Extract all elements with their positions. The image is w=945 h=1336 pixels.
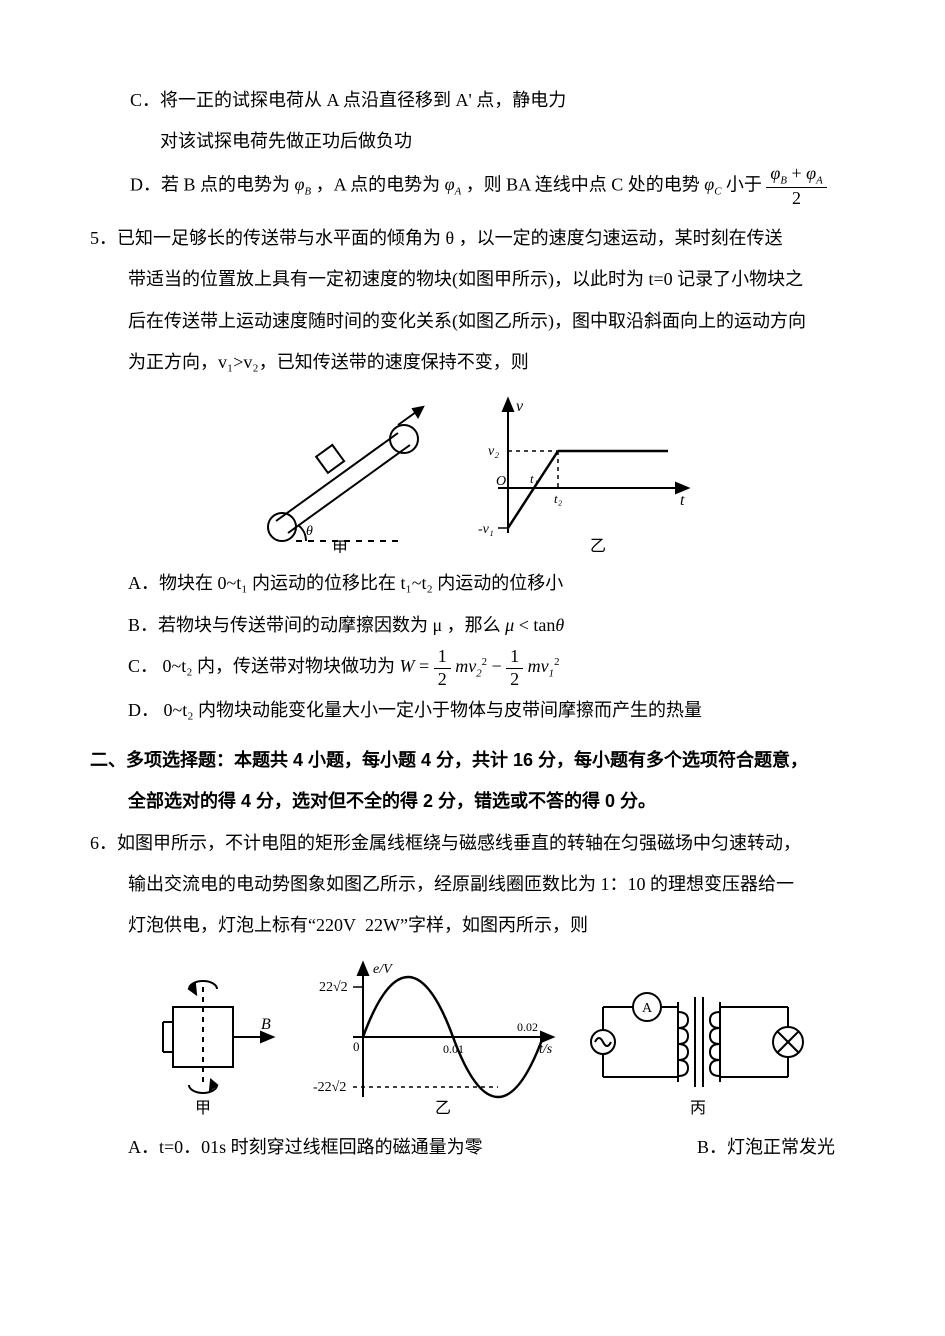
svg-text:乙: 乙 (589, 538, 605, 553)
vt-graph-icon: v t v₂ -v₁ O t₁ t₂ 乙 (468, 393, 698, 553)
q6-stem-line1: 6．如图甲所示，不计电阻的矩形金属线框绕与磁感线垂直的转轴在匀强磁场中匀速转动， (90, 823, 855, 864)
phi-c: φC (704, 174, 721, 194)
svg-text:B: B (261, 1016, 271, 1033)
svg-text:v: v (516, 398, 524, 415)
q5-option-d: D． 0~t₂ 内物块动能变化量大小一定小于物体与皮带间摩擦而产生的热量 (90, 690, 855, 731)
q5-stem-line2: 带适当的位置放上具有一定初速度的物块(如图甲所示)，以此时为 t=0 记录了小物… (90, 259, 855, 300)
q5-figure-row: θ 甲 (90, 393, 855, 553)
q6-number: 6． (90, 833, 117, 853)
q4d-fraction: φB + φA 2 (766, 163, 826, 210)
svg-text:0.01: 0.01 (443, 1042, 464, 1056)
q6-fig-right: A 丙 (583, 967, 813, 1117)
q5-option-a: A．物块在 0~t₁ 内运动的位移比在 t₁~t₂ 内运动的位移小 (90, 563, 855, 604)
q5-fig-left: θ 甲 (248, 403, 438, 553)
q4-option-d: D．若 B 点的电势为 φB ，A 点的电势为 φA ，则 BA 连线中点 C … (90, 163, 855, 210)
conveyor-diagram-icon: θ 甲 (248, 403, 438, 553)
phi-b: φB (295, 174, 312, 194)
q6-option-a: A．t=0．01s 时刻穿过线框回路的磁通量为零 (128, 1127, 483, 1168)
svg-text:t: t (680, 492, 685, 509)
svg-text:t₁: t₁ (530, 471, 538, 486)
q5-stem-line4: 为正方向，v₁>v₂，已知传送带的速度保持不变，则 (90, 342, 855, 383)
q4-option-c-line2: 对该试探电荷先做正功后做负功 (90, 121, 855, 162)
q4d-mid2: ，则 BA 连线中点 C 处的电势 (466, 174, 705, 194)
q6-figure-row: B 甲 e/V t/s (90, 957, 855, 1117)
q6-options-row: A．t=0．01s 时刻穿过线框回路的磁通量为零 B．灯泡正常发光 (90, 1127, 855, 1168)
q4-option-c-line1: C．将一正的试探电荷从 A 点沿直径移到 A' 点，静电力 (90, 80, 855, 121)
q5-stem-line3: 后在传送带上运动速度随时间的变化关系(如图乙所示)，图中取沿斜面向上的运动方向 (90, 301, 855, 342)
svg-text:22√2: 22√2 (319, 980, 348, 995)
svg-text:A: A (641, 1001, 652, 1016)
q6-stem-line2: 输出交流电的电动势图象如图乙所示，经原副线圈匝数比为 1：10 的理想变压器给一 (90, 864, 855, 905)
q6-fig-left: B 甲 (133, 967, 283, 1117)
svg-text:甲: 甲 (331, 540, 347, 553)
q4d-mid1: ，A 点的电势为 (316, 174, 445, 194)
q6-fig-mid: e/V t/s 22√2 -22√2 0 0.01 0.02 乙 (303, 957, 563, 1117)
page: C．将一正的试探电荷从 A 点沿直径移到 A' 点，静电力 对该试探电荷先做正功… (0, 0, 945, 1336)
q5-fig-right: v t v₂ -v₁ O t₁ t₂ 乙 (468, 393, 698, 553)
svg-text:0: 0 (353, 1039, 360, 1054)
q5-option-c: C． 0~t₂ 内，传送带对物块做功为 W = 12 mv22 − 12 mv1… (90, 646, 855, 690)
rotating-frame-icon: B 甲 (133, 967, 283, 1117)
q6-stem-line3: 灯泡供电，灯泡上标有“220V 22W”字样，如图丙所示，则 (90, 905, 855, 946)
emf-sine-graph-icon: e/V t/s 22√2 -22√2 0 0.01 0.02 乙 (303, 957, 563, 1117)
svg-text:-22√2: -22√2 (313, 1080, 346, 1095)
svg-text:O: O (496, 474, 506, 489)
svg-text:乙: 乙 (434, 1100, 450, 1117)
svg-text:t₂: t₂ (554, 491, 563, 506)
section2-head-line1: 二、多项选择题：本题共 4 小题，每小题 4 分，共计 16 分，每小题有多个选… (90, 740, 855, 781)
q6-option-b: B．灯泡正常发光 (697, 1127, 855, 1168)
svg-text:t/s: t/s (539, 1042, 553, 1057)
q4d-mid3: 小于 (726, 174, 767, 194)
svg-text:θ: θ (306, 524, 313, 539)
q4d-pre: D．若 B 点的电势为 (130, 174, 295, 194)
q5-option-b: B．若物块与传送带间的动摩擦因数为 μ ，那么 μ < tanθ (90, 605, 855, 646)
q5-stem-line1: 5．已知一足够长的传送带与水平面的倾角为 θ ，以一定的速度匀速运动，某时刻在传… (90, 218, 855, 259)
phi-a: φA (445, 174, 462, 194)
transformer-circuit-icon: A 丙 (583, 967, 813, 1117)
svg-text:e/V: e/V (373, 962, 393, 977)
svg-text:甲: 甲 (194, 1100, 210, 1117)
svg-text:0.02: 0.02 (517, 1020, 538, 1034)
svg-text:v₂: v₂ (488, 444, 499, 459)
q5-number: 5． (90, 228, 117, 248)
section2-head-line2: 全部选对的得 4 分，选对但不全的得 2 分，错选或不答的得 0 分。 (90, 781, 855, 822)
svg-text:-v₁: -v₁ (478, 522, 494, 537)
svg-text:丙: 丙 (689, 1100, 705, 1117)
